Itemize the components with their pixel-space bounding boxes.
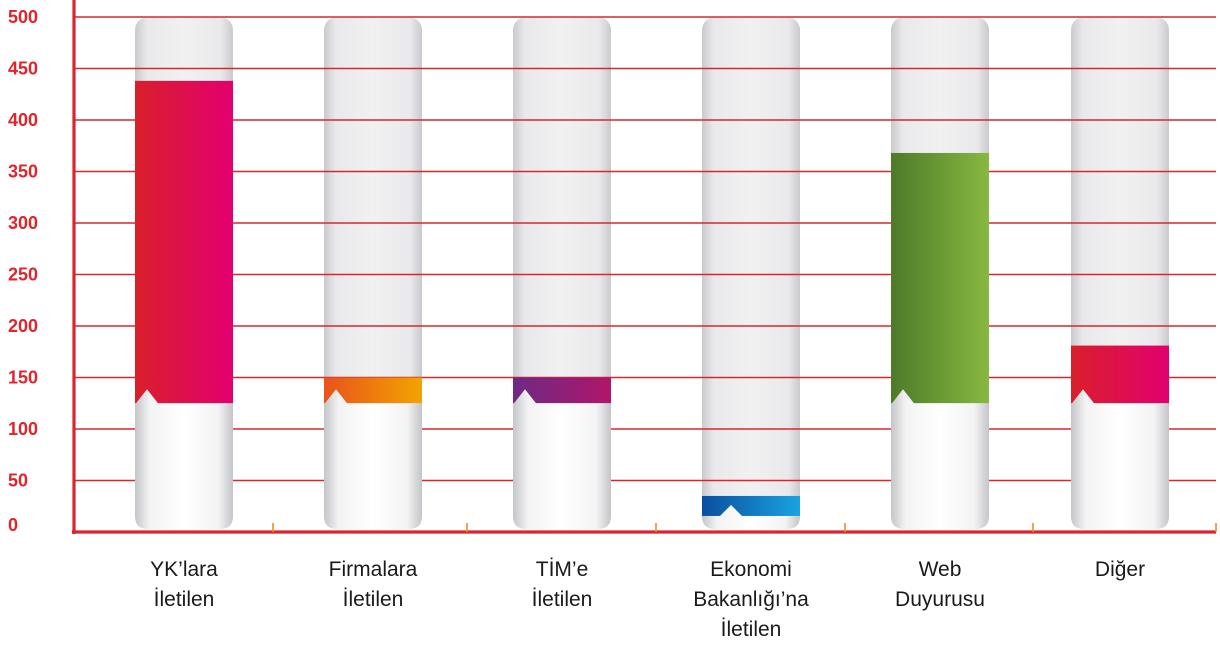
bar (702, 495, 800, 529)
bar (135, 80, 233, 529)
bar (324, 377, 422, 529)
bar-fill (1071, 345, 1169, 404)
bar-track (702, 17, 800, 529)
x-category-label-line: İletilen (721, 618, 782, 641)
x-category-label-line: İletilen (532, 588, 593, 611)
x-axis-category-labels: YK’lara İletilen Firmalara İletilen TİM’e İle… (150, 558, 1145, 641)
y-tick-label: 500 (8, 7, 38, 27)
x-category-label: Diğer (1095, 558, 1145, 581)
bar-base (324, 389, 422, 529)
y-tick-label: 100 (8, 419, 38, 439)
x-category-label-line: Firmalara (329, 558, 418, 581)
bar-fill (891, 152, 989, 404)
y-tick-label: 250 (8, 265, 38, 285)
x-category-label: YK’lara İletilen (150, 558, 218, 611)
y-tick-label: 350 (8, 162, 38, 182)
y-tick-label: 200 (8, 316, 38, 336)
x-category-label-line: Duyurusu (895, 588, 985, 611)
bar (891, 152, 989, 529)
gridlines (74, 16, 1216, 482)
x-category-label-line: İletilen (343, 588, 404, 611)
x-category-label-line: İletilen (154, 588, 215, 611)
y-tick-label: 150 (8, 368, 38, 388)
bar (513, 377, 611, 529)
x-category-label-line: Web (919, 558, 962, 581)
x-category-label-line: Bakanlığı’na (693, 588, 809, 611)
y-tick-label: 0 (8, 515, 18, 535)
bar-fill (702, 495, 800, 516)
bar (1071, 345, 1169, 529)
x-category-label: TİM’e İletilen (532, 558, 593, 611)
bar-base (135, 389, 233, 529)
x-category-label-line: Ekonomi (710, 558, 792, 581)
x-category-label-line: TİM’e (536, 558, 589, 581)
x-category-label: Ekonomi Bakanlığı’na İletilen (693, 558, 809, 641)
bar-tracks (135, 17, 1169, 529)
bar-base (1071, 389, 1169, 529)
x-category-label: Firmalara İletilen (329, 558, 418, 611)
axes (72, 0, 1217, 534)
x-category-label-line: YK’lara (150, 558, 218, 581)
y-tick-label: 300 (8, 213, 38, 233)
x-category-label: Web Duyurusu (895, 558, 985, 611)
bar-base (702, 504, 800, 529)
x-category-label-line: Diğer (1095, 558, 1145, 581)
y-tick-label: 400 (8, 110, 38, 130)
y-tick-label: 450 (8, 59, 38, 79)
y-tick-label: 50 (8, 471, 28, 491)
bar-base (891, 389, 989, 529)
bar-base (513, 389, 611, 529)
y-axis-tick-labels: 0 50 100 150 200 250 300 350 400 450 500 (8, 7, 38, 535)
bar-fill (135, 80, 233, 404)
bars (135, 80, 1169, 529)
